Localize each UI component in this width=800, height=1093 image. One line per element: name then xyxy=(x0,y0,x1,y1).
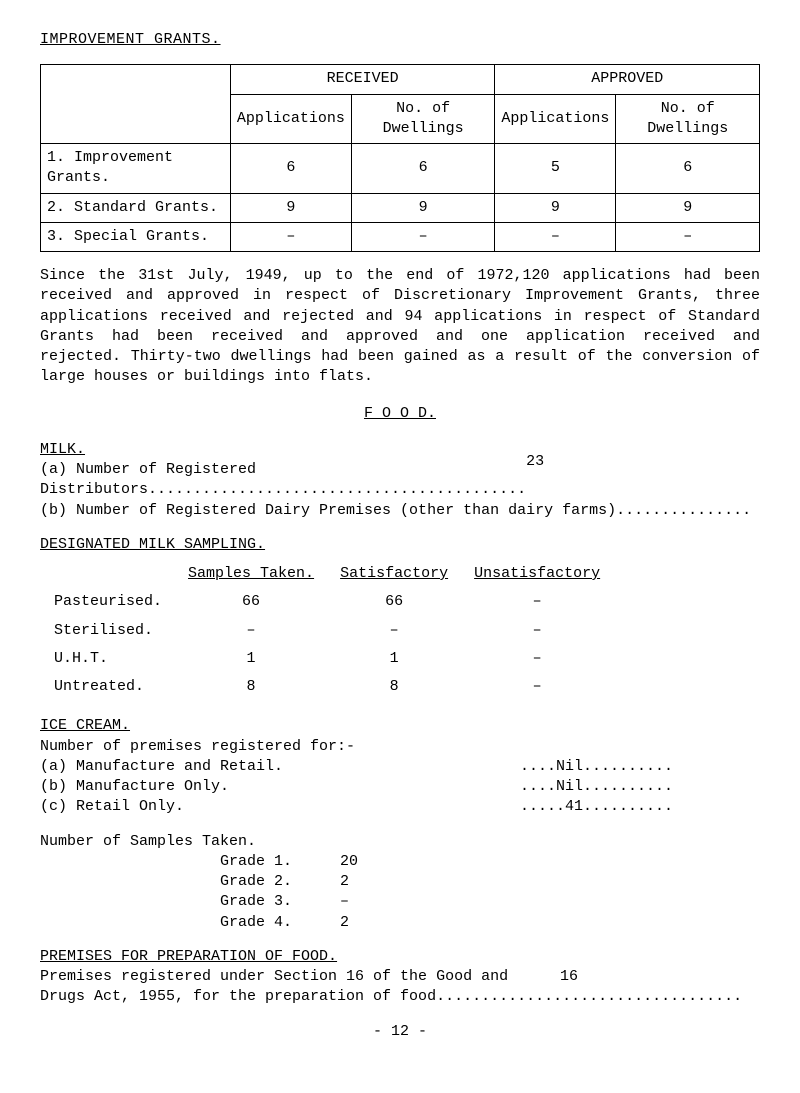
page-title: IMPROVEMENT GRANTS. xyxy=(40,30,760,50)
table-row: U.H.T.11– xyxy=(42,646,612,672)
sampling-table: Samples Taken. Satisfactory Unsatisfacto… xyxy=(40,559,614,702)
milk-line-a: (a) Number of Registered Distributors...… xyxy=(40,460,760,501)
grants-table: RECEIVED APPROVED Applications No. of Dw… xyxy=(40,64,760,252)
milk-line-b: (b) Number of Registered Dairy Premises … xyxy=(40,501,760,521)
table-row: Sterilised.––– xyxy=(42,618,612,644)
col-dwell2: No. of Dwellings xyxy=(616,94,760,144)
premises-line: Premises registered under Section 16 of … xyxy=(40,967,760,987)
col-apps2: Applications xyxy=(495,94,616,144)
grade-row: Grade 4.2 xyxy=(220,913,760,933)
table-row: Untreated.88– xyxy=(42,674,612,700)
col-approved: APPROVED xyxy=(495,65,760,94)
grade-row: Grade 2.2 xyxy=(220,872,760,892)
sampling-heading: DESIGNATED MILK SAMPLING. xyxy=(40,535,760,555)
grade-row: Grade 1.20 xyxy=(220,852,760,872)
col-dwell: No. of Dwellings xyxy=(351,94,495,144)
premises-line2: Drugs Act, 1955, for the preparation of … xyxy=(40,987,760,1007)
table-row: 3. Special Grants. – – – – xyxy=(41,222,760,251)
ice-line: Number of premises registered for:- xyxy=(40,737,760,757)
food-heading: F O O D. xyxy=(40,404,760,424)
table-row: Pasteurised.6666– xyxy=(42,589,612,615)
table-row: 2. Standard Grants. 9 9 9 9 xyxy=(41,193,760,222)
col-apps: Applications xyxy=(230,94,351,144)
samples-heading: Number of Samples Taken. xyxy=(40,832,760,852)
ice-heading: ICE CREAM. xyxy=(40,716,760,736)
col-received: RECEIVED xyxy=(230,65,495,94)
ice-item: (a) Manufacture and Retail.....Nil......… xyxy=(40,757,760,777)
premises-heading: PREMISES FOR PREPARATION OF FOOD. xyxy=(40,947,760,967)
page-number: - 12 - xyxy=(40,1022,760,1042)
ice-item: (b) Manufacture Only.....Nil.......... xyxy=(40,777,760,797)
table-row: 1. Improvement Grants. 6 6 5 6 xyxy=(41,144,760,194)
milk-heading: MILK. xyxy=(40,440,760,460)
grade-row: Grade 3.– xyxy=(220,892,760,912)
paragraph-1: Since the 31st July, 1949, up to the end… xyxy=(40,266,760,388)
ice-item: (c) Retail Only......41.......... xyxy=(40,797,760,817)
